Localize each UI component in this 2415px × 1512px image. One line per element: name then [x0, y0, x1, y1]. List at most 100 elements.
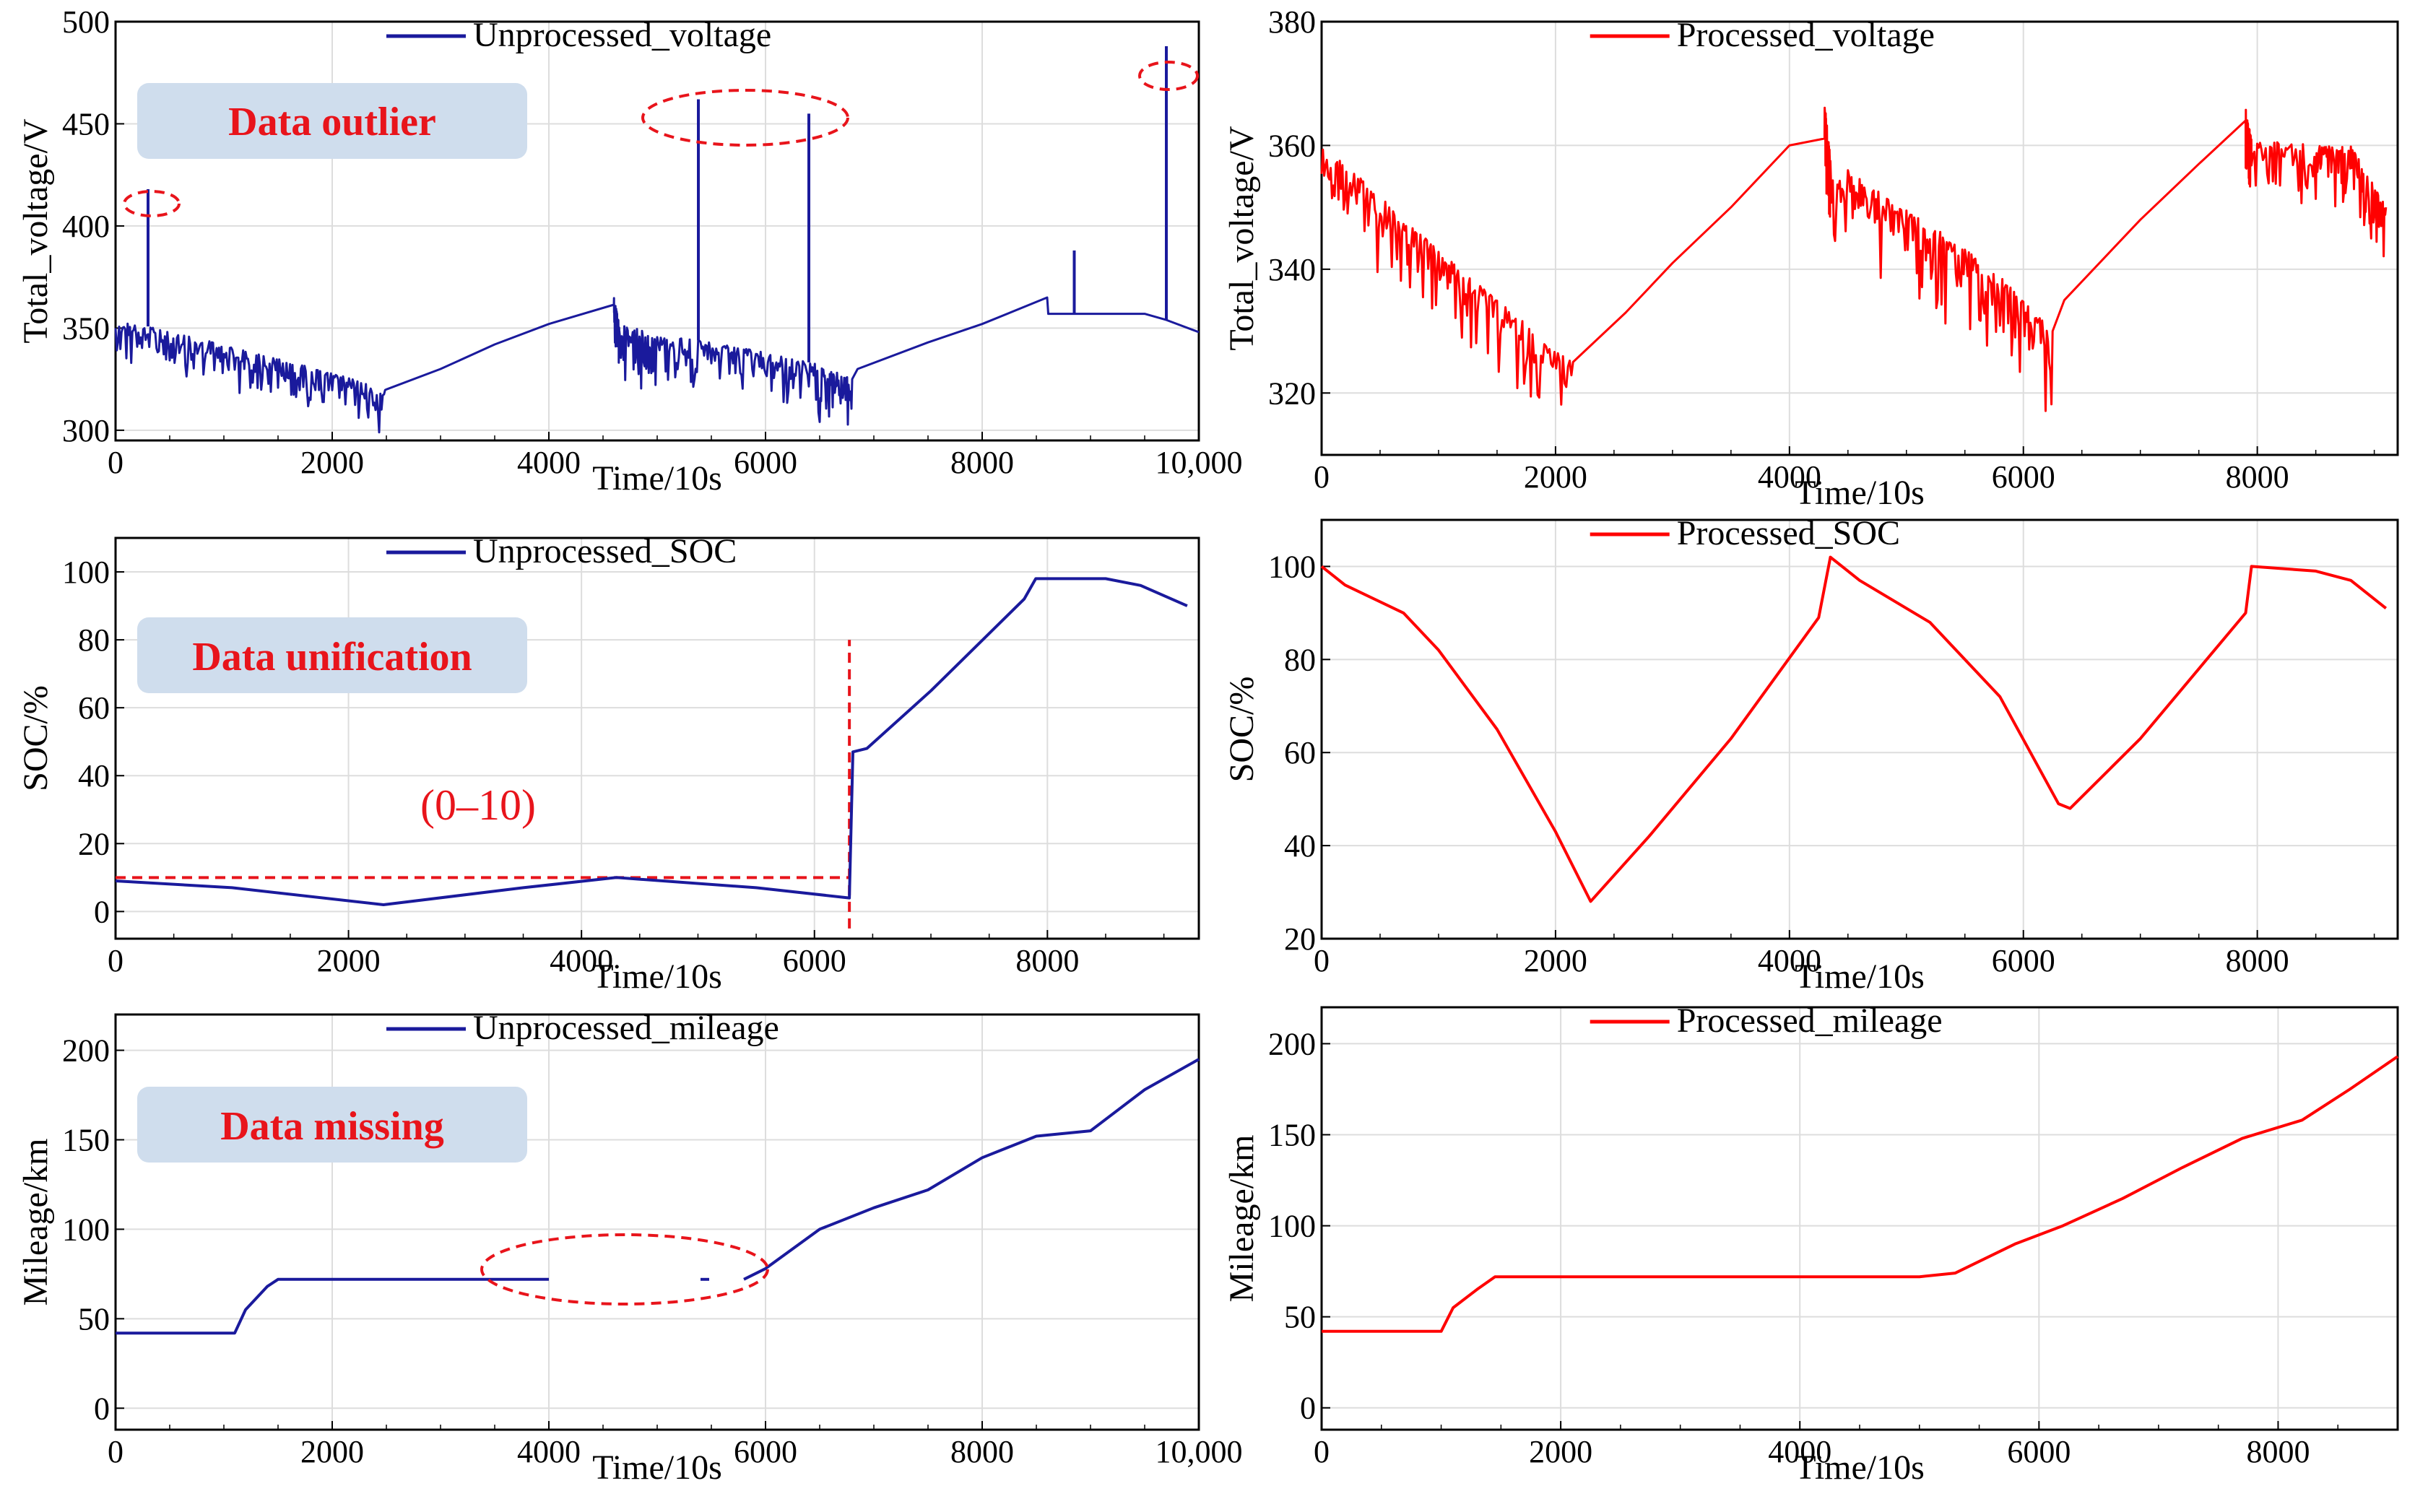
annotation-data-unification: Data unification (0–10): [137, 617, 536, 829]
y-axis-label: Mileage/km: [17, 1139, 55, 1306]
x-tick-label: 0: [108, 1434, 123, 1469]
plot-frame: [114, 536, 1200, 940]
legend-label: Processed_voltage: [1677, 16, 1935, 54]
series-line: [1320, 106, 2388, 412]
plot-frame: [1320, 518, 2399, 940]
legend-label: Unprocessed_SOC: [473, 532, 737, 570]
y-axis-label: Mileage/km: [1223, 1135, 1261, 1303]
x-tick-label: 8000: [1015, 943, 1079, 978]
y-tick-label: 500: [62, 4, 110, 40]
x-tick-label: 6000: [783, 943, 846, 978]
x-tick-label: 8000: [2246, 1434, 2310, 1469]
y-tick-label: 80: [1284, 642, 1316, 677]
series-line: [114, 296, 1200, 434]
legend-label: Unprocessed_voltage: [473, 16, 771, 54]
series-line: [1320, 555, 2388, 903]
y-tick-label: 60: [78, 690, 110, 726]
x-tick-label: 6000: [1992, 459, 2055, 495]
legend-label: Processed_SOC: [1677, 514, 1900, 552]
y-tick-label: 40: [1284, 828, 1316, 864]
x-tick-label: 0: [108, 445, 123, 480]
y-tick-label: 40: [78, 758, 110, 794]
y-tick-label: 20: [78, 826, 110, 861]
x-tick-label: 4000: [1758, 459, 1821, 495]
x-tick-label: 6000: [734, 445, 797, 480]
series-line: [115, 577, 1188, 906]
chart-panel-processed-mileage: 0 2000 4000 6000 8000 0 50 100 150 200 Time/10s Mil…: [1223, 1002, 2399, 1487]
x-tick-label: 6000: [2007, 1434, 2071, 1469]
plot-frame: [114, 1013, 1200, 1431]
y-tick-label: 200: [1268, 1026, 1316, 1061]
chart-panel-processed-voltage: 0 2000 4000 6000 8000 320 340 360 380 Time/10s Tot…: [1223, 4, 2399, 512]
x-tick-label: 0: [1314, 459, 1330, 495]
y-tick-label: 100: [62, 555, 110, 590]
y-axis-label: Total_voltage/V: [17, 118, 55, 344]
y-tick-label: 150: [62, 1122, 110, 1157]
y-tick-label: 0: [94, 1391, 110, 1426]
y-tick-label: 0: [1300, 1391, 1316, 1426]
x-tick-label: 2000: [1524, 459, 1587, 495]
annotation-label: Data outlier: [228, 100, 436, 144]
y-tick-label: 50: [78, 1301, 110, 1337]
y-tick-label: 320: [1268, 375, 1316, 411]
y-tick-label: 50: [1284, 1300, 1316, 1335]
x-tick-label: 8000: [950, 1434, 1014, 1469]
series-line: [743, 1058, 1200, 1281]
outlier-ellipse: [641, 89, 849, 147]
y-tick-label: 100: [1268, 549, 1316, 584]
outlier-ellipse: [1138, 61, 1199, 91]
x-tick-label: 10,000: [1156, 1434, 1243, 1469]
chart-panel-unprocessed-mileage: 0 2000 4000 6000 8000 10,000 0 50 100 150 200 Time/…: [17, 1009, 1243, 1487]
x-tick-label: 0: [1314, 1434, 1330, 1469]
x-tick-label: 6000: [1992, 943, 2055, 978]
y-tick-label: 300: [62, 413, 110, 448]
x-tick-label: 4000: [1758, 943, 1821, 978]
x-tick-label: 0: [1314, 943, 1330, 978]
x-axis-label: Time/10s: [592, 957, 722, 996]
x-tick-label: 8000: [2226, 943, 2289, 978]
x-tick-label: 2000: [1524, 943, 1587, 978]
y-tick-label: 60: [1284, 735, 1316, 770]
x-tick-label: 2000: [317, 943, 381, 978]
annotation-data-missing: Data missing: [137, 1087, 769, 1305]
y-axis-label: SOC/%: [17, 685, 55, 791]
y-axis-label: Total_voltage/V: [1223, 126, 1261, 351]
chart-panel-unprocessed-soc: 0 2000 4000 6000 8000 0 20 40 60 80 100 Time/10s SOC…: [17, 532, 1200, 996]
y-tick-label: 380: [1268, 4, 1316, 40]
x-axis-label: Time/10s: [592, 1448, 722, 1487]
series-line: [116, 1277, 549, 1335]
annotation-label: Data missing: [220, 1104, 444, 1149]
y-tick-label: 350: [62, 310, 110, 346]
x-tick-label: 8000: [950, 445, 1014, 480]
outlier-ellipse: [123, 190, 181, 217]
x-tick-label: 2000: [300, 1434, 364, 1469]
x-tick-label: 4000: [550, 943, 613, 978]
series-line: [1322, 1055, 2399, 1333]
x-tick-label: 10,000: [1156, 445, 1243, 480]
x-tick-label: 4000: [517, 1434, 581, 1469]
y-tick-label: 20: [1284, 921, 1316, 957]
y-axis-label: SOC/%: [1223, 677, 1261, 783]
y-tick-label: 340: [1268, 252, 1316, 287]
x-axis-label: Time/10s: [1795, 474, 1925, 512]
x-tick-label: 2000: [300, 445, 364, 480]
plot-frame: [114, 20, 1200, 442]
x-axis-label: Time/10s: [1795, 1448, 1925, 1487]
x-tick-label: 4000: [517, 445, 581, 480]
y-tick-label: 150: [1268, 1118, 1316, 1153]
x-tick-label: 0: [108, 943, 123, 978]
y-tick-label: 360: [1268, 128, 1316, 163]
y-tick-label: 0: [94, 894, 110, 929]
x-axis-label: Time/10s: [1795, 957, 1925, 996]
x-tick-label: 4000: [1768, 1434, 1831, 1469]
annotation-label: Data unification: [192, 635, 472, 679]
y-tick-label: 400: [62, 209, 110, 244]
legend-label: Unprocessed_mileage: [473, 1009, 779, 1047]
y-tick-label: 450: [62, 106, 110, 142]
y-tick-label: 80: [78, 622, 110, 658]
y-tick-label: 100: [62, 1212, 110, 1247]
range-label: (0–10): [420, 781, 536, 829]
y-tick-label: 100: [1268, 1209, 1316, 1244]
chart-panel-processed-soc: 0 2000 4000 6000 8000 20 40 60 80 100 Time/10s SOC/…: [1223, 514, 2399, 996]
annotation-data-outlier: Data outlier: [123, 61, 1199, 217]
